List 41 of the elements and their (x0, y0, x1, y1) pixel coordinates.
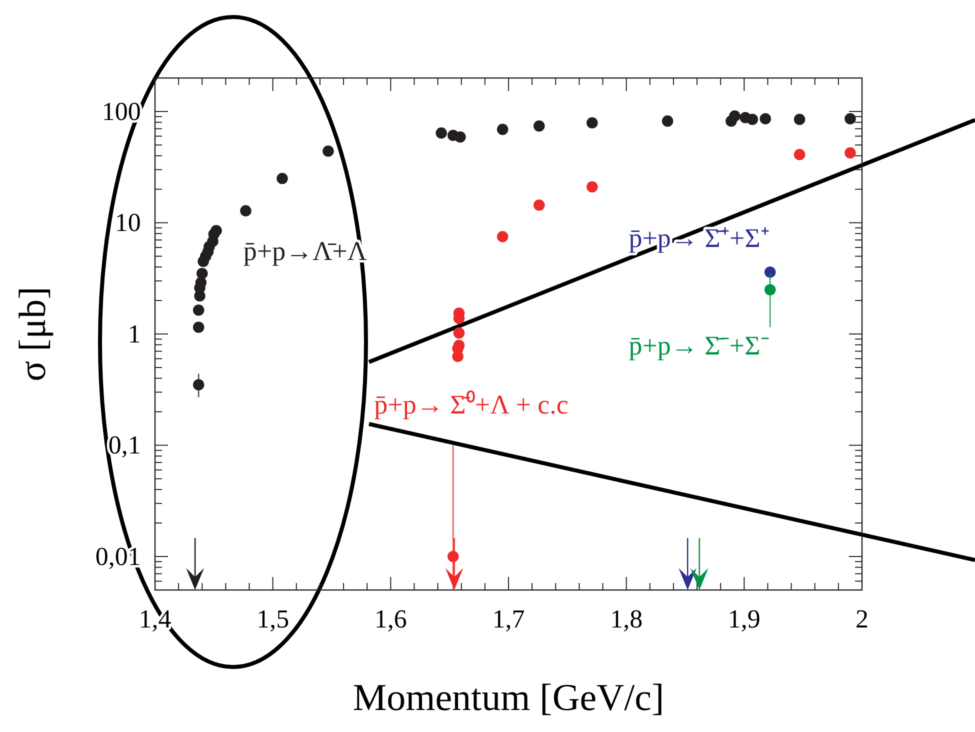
point (844, 113, 856, 124)
point (764, 284, 776, 296)
point (586, 181, 598, 193)
point (496, 124, 508, 136)
point (453, 327, 465, 339)
point (322, 146, 334, 157)
point (794, 114, 806, 125)
point (276, 172, 288, 184)
y-tick-label: 10 (114, 208, 141, 238)
point (586, 117, 598, 129)
point (454, 131, 466, 143)
x-tick-label: 1,9 (728, 604, 760, 634)
series-label: p̄+p→ Σ̄⁰+Λ + c.c (374, 389, 568, 420)
point (746, 114, 758, 125)
point (192, 379, 204, 390)
x-tick-label: 1,8 (610, 604, 643, 634)
point (764, 266, 776, 278)
x-tick-label: 1,7 (492, 604, 525, 634)
y-axis-title: σ [μb] (12, 286, 54, 382)
point (844, 147, 856, 158)
y-tick-label: 1 (128, 319, 141, 348)
x-tick-label: 1,5 (256, 604, 290, 634)
point (794, 148, 806, 160)
point (192, 304, 204, 316)
point (662, 115, 674, 127)
point (436, 127, 447, 139)
point (192, 322, 204, 333)
point (729, 110, 740, 122)
point (496, 231, 508, 242)
series-label: p̄+p→ Σ̄⁻+Σ⁻ (628, 330, 770, 360)
point (210, 224, 222, 236)
point (240, 205, 252, 216)
y-tick-label: 0,1 (108, 430, 141, 460)
x-tick-label: 2 (856, 604, 868, 634)
point (196, 268, 208, 280)
point (533, 120, 545, 132)
x-axis-title: Momentum [GeV/c] (352, 677, 664, 719)
x-tick-label: 1,6 (374, 604, 407, 634)
point (533, 199, 545, 211)
point (447, 550, 459, 562)
point (760, 113, 772, 124)
